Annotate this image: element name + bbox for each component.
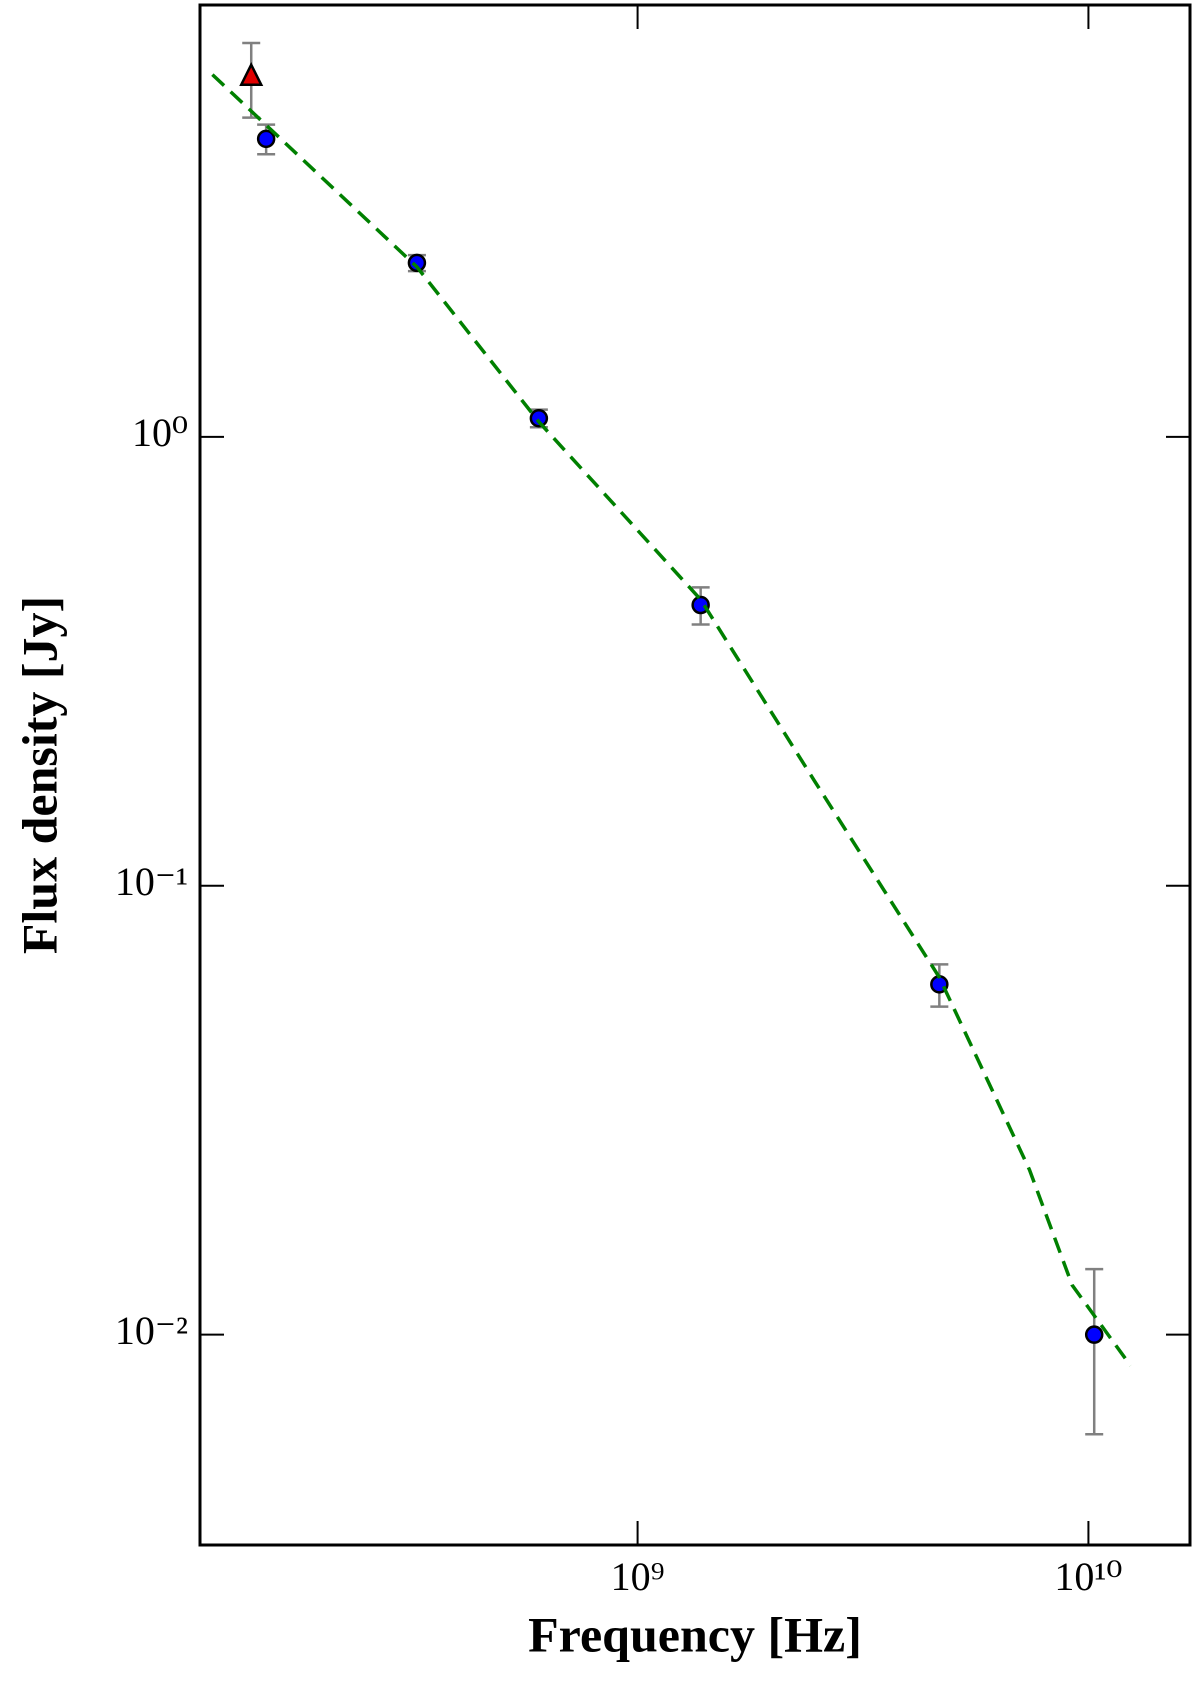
- y-tick-label: 10⁻²: [115, 1308, 188, 1353]
- y-tick-label: 10⁰: [132, 410, 188, 455]
- x-tick-label: 10¹⁰: [1054, 1554, 1122, 1599]
- data-point: [239, 61, 264, 86]
- data-point: [407, 253, 427, 273]
- x-axis-label: Frequency [Hz]: [528, 1606, 862, 1662]
- data-point: [1084, 1325, 1104, 1344]
- data-point: [529, 408, 549, 428]
- y-axis-label: Flux density [Jy]: [11, 596, 67, 954]
- y-tick-label: 10⁻¹: [115, 859, 188, 904]
- data-point: [256, 129, 276, 149]
- fit-line: [211, 73, 1132, 1367]
- plot-frame: [198, 3, 1192, 1547]
- x-tick-label: 10⁹: [611, 1554, 665, 1599]
- error-bar: [1085, 1267, 1104, 1436]
